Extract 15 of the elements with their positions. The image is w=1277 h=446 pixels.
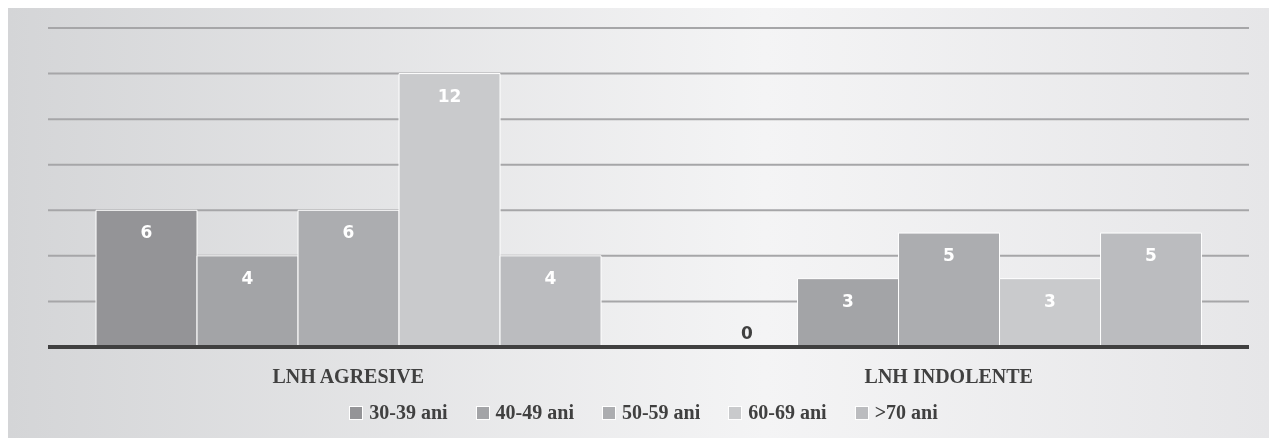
data-label: 5 <box>943 245 955 266</box>
data-label: 3 <box>842 290 854 311</box>
data-label: 4 <box>544 267 557 288</box>
x-tick-label: LNH AGRESIVE <box>272 365 425 388</box>
legend-label: 50-59 ani <box>621 401 701 424</box>
data-label: 6 <box>140 222 153 243</box>
data-label: 6 <box>342 222 355 243</box>
x-tick-label: LNH INDOLENTE <box>864 365 1033 388</box>
data-label: 5 <box>1145 245 1157 266</box>
legend-label: 30-39 ani <box>369 401 448 424</box>
data-label: 0 <box>741 323 754 343</box>
legend-label: 60-69 ani <box>748 401 827 424</box>
data-label: 4 <box>241 267 254 288</box>
legend-label: 40-49 ani <box>495 401 574 424</box>
legend-label: >70 ani <box>874 401 938 424</box>
